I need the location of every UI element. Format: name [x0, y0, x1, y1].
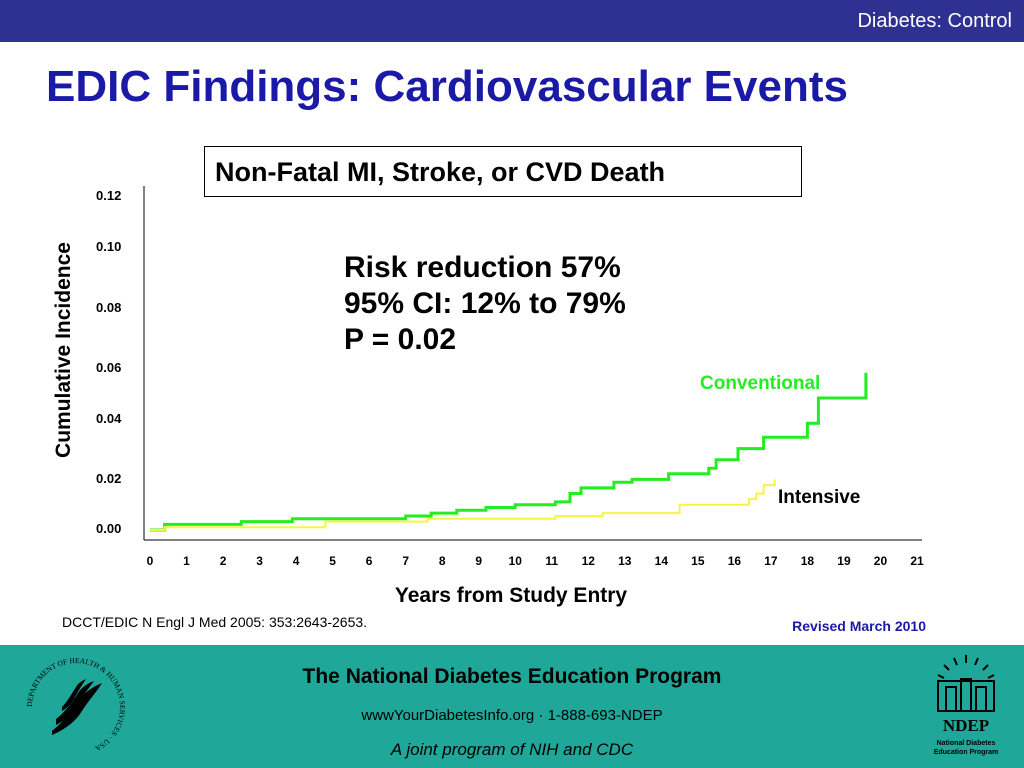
- ndep-logo-icon: NDEP National Diabetes Education Program: [934, 655, 999, 756]
- p-value-text: P = 0.02: [344, 323, 457, 356]
- series-lines: [150, 372, 868, 532]
- x-tick-labels: 0 1 2 3 4 5 6 7 8 9 10 11 12 13 14 15 16 17 18 19 20 21: [147, 554, 924, 568]
- header-bar: Diabetes: Control: [0, 0, 1024, 42]
- x-tick-label: 7: [402, 554, 409, 568]
- x-tick-label: 9: [475, 554, 482, 568]
- chart-title-box: Non-Fatal MI, Stroke, or CVD Death: [204, 146, 802, 197]
- x-tick-label: 21: [910, 554, 924, 568]
- chart-axes: [143, 186, 922, 541]
- slide-title: EDIC Findings: Cardiovascular Events: [46, 62, 848, 111]
- x-tick-label: 6: [366, 554, 373, 568]
- x-tick-label: 4: [293, 554, 300, 568]
- x-tick-label: 16: [728, 554, 742, 568]
- x-axis-label: Years from Study Entry: [395, 584, 628, 607]
- footer-program-name: The National Diabetes Education Program: [302, 665, 722, 688]
- ndep-label: NDEP: [943, 716, 989, 735]
- x-tick-label: 3: [256, 554, 263, 568]
- section-label: Diabetes: Control: [857, 10, 1012, 32]
- y-tick-label: 0.10: [96, 239, 121, 254]
- series-line-conventional: [150, 372, 868, 532]
- risk-reduction-text: Risk reduction 57%: [344, 251, 621, 284]
- risk-stats: Risk reduction 57% 95% CI: 12% to 79% P …: [344, 250, 626, 358]
- ndep-sub2: Education Program: [934, 749, 999, 756]
- citation: DCCT/EDIC N Engl J Med 2005: 353:2643-26…: [62, 614, 368, 630]
- y-tick-label: 0.00: [96, 521, 121, 536]
- x-tick-label: 20: [874, 554, 888, 568]
- x-tick-label: 18: [801, 554, 815, 568]
- x-tick-label: 5: [329, 554, 336, 568]
- y-tick-label: 0.04: [96, 411, 122, 426]
- footer-joint-program: A joint program of NIH and CDC: [390, 740, 634, 759]
- x-tick-label: 14: [655, 554, 669, 568]
- x-tick-label: 8: [439, 554, 446, 568]
- series-label-intensive: Intensive: [778, 487, 860, 508]
- y-tick-label: 0.08: [96, 300, 121, 315]
- y-tick-label: 0.06: [96, 360, 121, 375]
- y-tick-label: 0.02: [96, 471, 121, 486]
- confidence-interval-text: 95% CI: 12% to 79%: [344, 287, 626, 320]
- footer: DEPARTMENT OF HEALTH & HUMAN SERVICES · …: [0, 645, 1024, 768]
- revised-date: Revised March 2010: [792, 618, 926, 634]
- x-tick-label: 19: [837, 554, 851, 568]
- x-tick-label: 10: [509, 554, 523, 568]
- x-tick-label: 2: [220, 554, 227, 568]
- x-tick-label: 17: [764, 554, 778, 568]
- y-tick-labels: 0.12 0.10 0.08 0.06 0.04 0.02 0.00: [96, 188, 122, 536]
- x-tick-label: 1: [183, 554, 190, 568]
- hhs-seal-icon: DEPARTMENT OF HEALTH & HUMAN SERVICES · …: [25, 656, 127, 754]
- x-tick-label: 0: [147, 554, 154, 568]
- series-labels: Conventional Intensive: [700, 373, 860, 508]
- footer-contact: wwwYourDiabetesInfo.org · 1-888-693-NDEP: [361, 707, 663, 724]
- y-axis-label: Cumulative Incidence: [52, 242, 75, 458]
- y-tick-label: 0.12: [96, 188, 121, 203]
- series-label-conventional: Conventional: [700, 373, 820, 394]
- x-tick-label: 12: [582, 554, 596, 568]
- x-tick-label: 15: [691, 554, 705, 568]
- chart-title: Non-Fatal MI, Stroke, or CVD Death: [215, 157, 666, 187]
- series-line-intensive: [150, 479, 776, 531]
- ndep-sub1: National Diabetes: [937, 740, 996, 747]
- x-tick-label: 13: [618, 554, 632, 568]
- x-tick-label: 11: [545, 554, 558, 568]
